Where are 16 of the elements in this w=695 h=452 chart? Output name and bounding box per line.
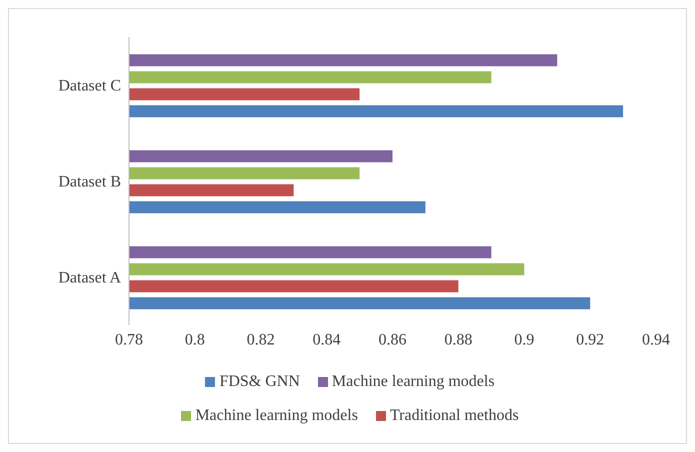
x-tick-label: 0.86 <box>378 331 406 348</box>
x-tick-label: 0.9 <box>514 331 534 348</box>
x-tick-label: 0.94 <box>642 331 670 348</box>
y-tick-label: Dataset B <box>58 174 121 191</box>
legend-label: Machine learning models <box>332 373 495 390</box>
x-tick-label: 0.84 <box>312 331 341 348</box>
legend-label: Machine learning models <box>195 407 358 424</box>
x-tick-label: 0.88 <box>444 331 472 348</box>
legend-label: Traditional methods <box>390 407 519 424</box>
x-tick-label: 0.78 <box>115 331 143 348</box>
x-tick-label: 0.82 <box>246 331 275 348</box>
y-tick-label: Dataset A <box>58 270 122 287</box>
y-tick-label: Dataset C <box>58 78 121 95</box>
legend-label: FDS& GNN <box>219 373 300 390</box>
x-tick-label: 0.92 <box>576 331 604 348</box>
x-tick-label: 0.8 <box>184 331 205 348</box>
